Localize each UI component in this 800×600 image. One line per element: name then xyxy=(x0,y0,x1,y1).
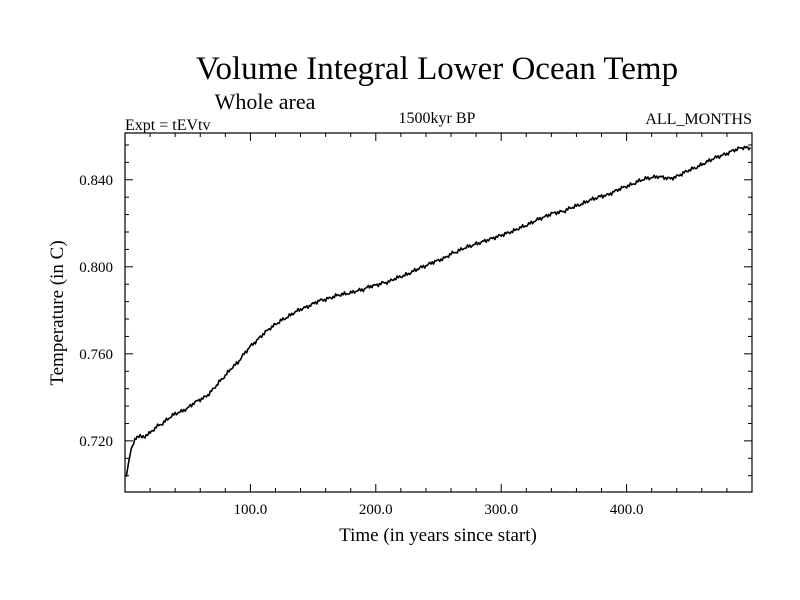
y-tick-label: 0.720 xyxy=(79,434,113,450)
annotation-months: ALL_MONTHS xyxy=(645,111,752,128)
x-tick-label: 400.0 xyxy=(610,502,644,518)
chart-title: Volume Integral Lower Ocean Temp xyxy=(196,51,678,87)
y-tick-label: 0.840 xyxy=(79,173,113,189)
annotation-period: 1500kyr BP xyxy=(399,110,476,127)
series-line xyxy=(125,145,751,477)
x-tick-label: 100.0 xyxy=(234,502,268,518)
x-tick-label: 300.0 xyxy=(484,502,518,518)
plot-area: 100.0 200.0 300.0 400.0 0.720 0.760 0.800 0.840 xyxy=(79,132,753,518)
y-tick-label: 0.760 xyxy=(79,347,113,363)
y-axis-label: Temperature (in C) xyxy=(47,240,68,385)
x-tick-label: 200.0 xyxy=(359,502,393,518)
y-tick-label: 0.800 xyxy=(79,260,113,276)
plot-frame xyxy=(124,132,753,493)
x-axis-label: Time (in years since start) xyxy=(339,525,537,546)
annotation-expt: Expt = tEVtv xyxy=(125,117,210,134)
chart-subtitle: Whole area xyxy=(215,89,316,114)
